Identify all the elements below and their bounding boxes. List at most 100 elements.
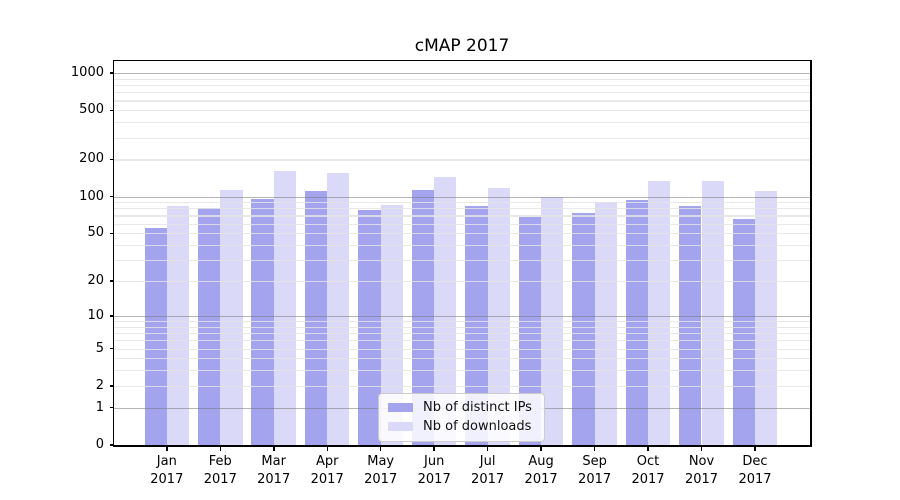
bar-distinct-ips-nov	[679, 205, 702, 445]
top-spine	[112, 59, 812, 61]
y-tick-label: 0	[95, 437, 104, 452]
minor-gridline	[114, 340, 810, 342]
x-tick-mark	[700, 446, 703, 451]
legend-swatch-downloads	[388, 422, 413, 431]
y-tick-mark	[110, 347, 114, 350]
x-tick-mark	[647, 446, 649, 451]
y-tick-label: 500	[79, 102, 104, 118]
x-tick-label: Apr 2017	[310, 454, 344, 487]
minor-gridline	[114, 208, 810, 210]
plot-area: Nb of distinct IPs Nb of downloads	[112, 59, 812, 447]
x-tick-mark	[166, 446, 168, 451]
x-tick-label: Jun 2017	[417, 454, 451, 487]
y-tick-label: 10	[87, 307, 104, 323]
y-tick-mark	[110, 72, 114, 74]
y-tick-mark	[110, 195, 114, 198]
minor-gridline	[114, 110, 810, 112]
x-tick-label: Jan 2017	[150, 454, 184, 487]
major-gridline	[114, 315, 810, 318]
minor-gridline	[114, 84, 810, 87]
minor-gridline	[114, 233, 810, 235]
bar-distinct-ips-dec	[732, 218, 755, 445]
minor-gridline	[114, 358, 810, 360]
y-tick-label: 20	[87, 273, 104, 288]
bar-distinct-ips-jul	[465, 205, 488, 445]
minor-gridline	[114, 281, 810, 283]
minor-gridline	[114, 202, 810, 204]
x-tick-label: May 2017	[364, 454, 398, 487]
bar-distinct-ips-sep	[572, 213, 595, 445]
y-tick-mark	[110, 109, 114, 111]
bar-downloads-sep	[594, 202, 617, 445]
major-gridline	[114, 196, 810, 198]
x-tick-label: Sep 2017	[578, 454, 612, 487]
minor-gridline	[114, 370, 810, 372]
bar-downloads-feb	[220, 189, 243, 445]
x-tick-mark	[540, 446, 542, 451]
minor-gridline	[114, 326, 810, 328]
major-gridline	[114, 72, 810, 75]
bar-downloads-oct	[648, 180, 671, 445]
x-tick-label: Feb 2017	[203, 454, 237, 487]
x-tick-mark	[219, 446, 221, 451]
minor-gridline	[114, 245, 810, 247]
legend-item-distinct-ips: Nb of distinct IPs	[388, 400, 532, 415]
minor-gridline	[114, 321, 810, 323]
bar-distinct-ips-jan	[144, 228, 167, 445]
y-tick-mark	[110, 385, 114, 387]
y-tick-mark	[110, 315, 114, 317]
x-tick-label: Aug 2017	[524, 454, 558, 487]
x-tick-mark	[754, 446, 756, 451]
minor-gridline	[114, 260, 810, 262]
minor-gridline	[114, 385, 810, 387]
x-tick-mark	[273, 446, 275, 451]
y-tick-label: 1	[95, 399, 104, 415]
bar-distinct-ips-jun	[411, 189, 435, 445]
bottom-spine	[112, 445, 812, 447]
minor-gridline	[114, 122, 810, 124]
bar-downloads-jun	[434, 177, 457, 445]
x-tick-label: Mar 2017	[257, 454, 291, 487]
right-spine	[810, 59, 812, 447]
x-tick-mark	[326, 446, 328, 451]
x-tick-label: Jul 2017	[471, 454, 505, 487]
y-tick-label: 1000	[70, 64, 104, 80]
minor-gridline	[114, 215, 810, 217]
x-tick-mark	[486, 446, 489, 451]
minor-gridline	[114, 100, 810, 102]
bar-downloads-apr	[327, 173, 350, 445]
y-tick-label: 50	[87, 225, 104, 241]
legend-label-downloads: Nb of downloads	[423, 419, 532, 434]
y-tick-mark	[110, 280, 114, 282]
y-tick-label: 2	[95, 377, 104, 393]
minor-gridline	[114, 333, 810, 335]
y-tick-mark	[110, 232, 114, 234]
bar-downloads-jan	[166, 206, 190, 445]
legend: Nb of distinct IPs Nb of downloads	[378, 393, 545, 442]
x-tick-label: Dec 2017	[738, 454, 772, 487]
x-tick-mark	[433, 446, 435, 451]
x-tick-mark	[593, 446, 596, 451]
y-tick-label: 200	[79, 151, 104, 167]
x-tick-label: Oct 2017	[631, 454, 665, 487]
bar-downloads-may	[380, 205, 403, 445]
y-tick-mark	[110, 444, 114, 446]
y-tick-mark	[110, 158, 114, 161]
minor-gridline	[114, 159, 810, 161]
legend-label-distinct-ips: Nb of distinct IPs	[423, 400, 532, 415]
legend-swatch-distinct-ips	[388, 403, 413, 412]
minor-gridline	[114, 223, 810, 225]
y-tick-label: 100	[79, 188, 104, 204]
bar-downloads-dec	[755, 191, 778, 445]
left-spine	[112, 59, 114, 447]
bar-downloads-aug	[541, 196, 564, 445]
minor-gridline	[114, 137, 810, 139]
bar-distinct-ips-apr	[304, 190, 328, 445]
bar-downloads-nov	[701, 180, 724, 445]
bar-distinct-ips-aug	[518, 217, 542, 445]
bar-distinct-ips-oct	[625, 200, 648, 445]
bar-downloads-mar	[273, 170, 296, 445]
legend-item-downloads: Nb of downloads	[388, 419, 532, 434]
x-tick-label: Nov 2017	[684, 454, 719, 487]
